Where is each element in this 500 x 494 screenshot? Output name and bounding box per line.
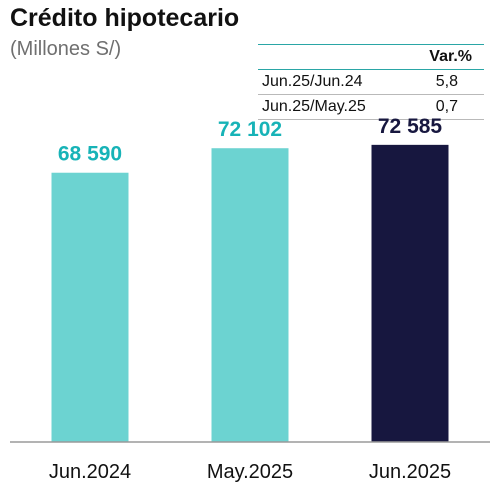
variation-row-label: Jun.25/Jun.24: [262, 73, 363, 90]
variation-header-label: Var.%: [429, 48, 472, 65]
x-tick-label: May.2025: [207, 461, 293, 483]
bar: [51, 172, 129, 443]
variation-row: Jun.25/May.25 0,7: [258, 95, 484, 120]
variation-row: Jun.25/Jun.24 5,8: [258, 70, 484, 95]
bar: [211, 148, 289, 442]
variation-row-value: 0,7: [435, 98, 458, 115]
chart-title: Crédito hipotecario: [10, 4, 240, 32]
variation-row-value: 5,8: [435, 73, 458, 90]
x-tick-label: Jun.2025: [369, 461, 451, 483]
variation-table: Var.% Jun.25/Jun.24 5,8 Jun.25/May.25 0,…: [258, 44, 484, 120]
variation-row-label: Jun.25/May.25: [262, 98, 366, 115]
bar-value-label: 72 585: [378, 115, 443, 138]
bar-value-label: 72 102: [218, 118, 282, 141]
chart-subtitle: (Millones S/): [10, 38, 122, 60]
bar: [371, 144, 449, 443]
variation-table-header: Var.%: [258, 45, 484, 70]
bar-value-label: 68 590: [58, 143, 122, 166]
x-tick-label: Jun.2024: [49, 461, 131, 483]
